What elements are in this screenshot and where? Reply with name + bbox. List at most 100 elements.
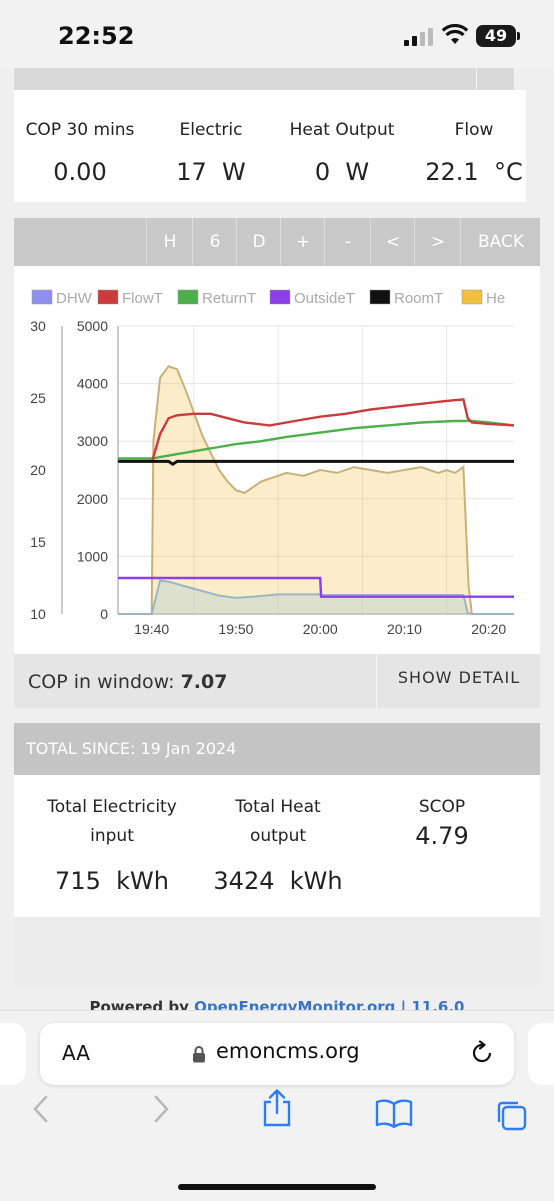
lock-icon <box>193 1046 205 1063</box>
series-line-dhw <box>118 579 514 615</box>
stat-flow: Flow 22.1 °C <box>414 90 534 186</box>
status-bar: 22:52 49 <box>0 0 554 68</box>
total-value: 715 kWh <box>55 867 169 895</box>
home-indicator <box>178 1184 376 1190</box>
left-axis-tick: 10 <box>30 606 46 622</box>
stat-value: 0 W <box>314 158 370 186</box>
pan-right-button[interactable]: > <box>414 218 461 266</box>
zoom-out-button[interactable]: - <box>324 218 371 266</box>
stat-label: Heat Output <box>289 120 395 140</box>
battery-icon: 49 <box>476 25 520 47</box>
legend-label: RoomT <box>394 290 443 307</box>
left-axis-tick: 30 <box>30 318 46 334</box>
stat-heat-output: Heat Output 0 W <box>272 90 412 186</box>
legend-swatch <box>461 289 483 305</box>
cop-window-value: 7.07 <box>180 671 228 693</box>
legend-swatch <box>369 289 391 305</box>
x-axis-tick: 20:20 <box>471 621 506 637</box>
total-label-line2: output <box>249 826 307 846</box>
show-detail-button[interactable]: SHOW DETAIL <box>376 654 541 708</box>
total-since-header: TOTAL SINCE: 19 Jan 2024 <box>14 723 540 775</box>
right-axis-tick: 1000 <box>77 548 108 564</box>
prev-tab-pill[interactable] <box>0 1023 26 1085</box>
total-label-line2: input <box>90 826 134 846</box>
reload-icon[interactable] <box>468 1039 496 1067</box>
right-axis-tick: 2000 <box>77 491 108 507</box>
left-axis-tick: 20 <box>30 462 46 478</box>
stat-value: 0.00 <box>53 158 107 186</box>
reader-aa-button[interactable]: AA <box>62 1041 90 1065</box>
footer-area <box>14 917 540 987</box>
right-axis-tick: 3000 <box>77 433 108 449</box>
legend-label: ReturnT <box>202 290 256 307</box>
total-since-label: TOTAL SINCE: 19 Jan 2024 <box>26 739 237 758</box>
total-value: 4.79 <box>415 822 469 850</box>
back-nav-icon[interactable] <box>30 1094 52 1124</box>
legend-label: DHW <box>56 290 93 307</box>
zoom-in-button[interactable]: + <box>280 218 325 266</box>
total-electricity: Total Electricity input 715 kWh <box>22 775 202 895</box>
series-line-outsidet <box>118 576 514 598</box>
series-area-he <box>118 366 514 614</box>
total-label: SCOP <box>418 797 466 817</box>
back-button[interactable]: BACK <box>460 218 541 266</box>
x-axis-tick: 19:50 <box>218 621 253 637</box>
x-axis-tick: 20:00 <box>303 621 338 637</box>
series-area-dhw <box>118 580 514 614</box>
series-line-roomt <box>118 459 514 467</box>
legend-label: He <box>486 290 505 307</box>
cop-window-bar: COP in window: 7.07 SHOW DETAIL <box>14 654 540 708</box>
stat-label: Flow <box>454 120 494 140</box>
total-label-line1: Total Electricity <box>47 797 177 817</box>
top-strip <box>14 68 514 91</box>
total-label: Total Electricity input <box>22 793 202 851</box>
series-line-he <box>118 365 514 615</box>
cop-window: COP in window: 7.07 <box>28 671 227 693</box>
next-tab-pill[interactable] <box>528 1023 554 1085</box>
stat-value: 22.1 °C <box>425 158 523 186</box>
x-axis-tick: 20:10 <box>387 621 422 637</box>
series-line-returnt <box>118 419 515 460</box>
six-hour-button[interactable]: 6 <box>192 218 237 266</box>
stats-panel: COP 30 mins 0.00 Electric 17 W Heat Outp… <box>14 90 526 202</box>
forward-nav-icon[interactable] <box>150 1094 172 1124</box>
cellular-signal-icon <box>404 28 433 46</box>
legend-swatch <box>269 289 291 305</box>
legend-label: OutsideT <box>294 290 355 307</box>
right-axis-tick: 5000 <box>77 318 108 334</box>
scop: SCOP 4.79 <box>366 775 518 850</box>
legend-label: FlowT <box>122 290 163 307</box>
total-label: Total Heat output <box>200 793 356 851</box>
stat-electric: Electric 17 W <box>152 90 270 186</box>
pan-left-button[interactable]: < <box>370 218 415 266</box>
legend-swatch <box>177 289 199 305</box>
stat-value: 17 W <box>176 158 246 186</box>
right-axis-tick: 4000 <box>77 376 108 392</box>
total-value: 3424 kWh <box>213 867 343 895</box>
stat-label: COP 30 mins <box>25 120 135 140</box>
x-axis-tick: 19:40 <box>134 621 169 637</box>
left-axis-tick: 25 <box>30 390 46 406</box>
legend-swatch <box>97 289 119 305</box>
series-line-flowt <box>150 398 515 464</box>
right-axis-tick: 0 <box>100 606 108 622</box>
url-domain[interactable]: emoncms.org <box>216 1039 360 1063</box>
left-axis-tick: 15 <box>30 534 46 550</box>
chart-controls: H 6 D + - < > BACK <box>14 218 540 266</box>
chart-svg[interactable]: DHW FlowT ReturnT OutsideT RoomT He 30 25 20 15 10… <box>14 266 540 654</box>
total-label-line1: Total Heat <box>235 797 321 817</box>
legend-swatch <box>31 289 53 305</box>
chart-panel: DHW FlowT ReturnT OutsideT RoomT He 30 25 20 15 10… <box>14 266 540 654</box>
stat-label: Electric <box>179 120 243 140</box>
wifi-icon <box>442 24 468 44</box>
bookmarks-icon[interactable] <box>375 1098 413 1128</box>
share-icon[interactable] <box>260 1088 294 1128</box>
tabs-icon[interactable] <box>494 1098 530 1134</box>
stat-cop: COP 30 mins 0.00 <box>14 90 146 186</box>
totals-panel: Total Electricity input 715 kWh Total Hea… <box>14 775 540 917</box>
day-button[interactable]: D <box>236 218 281 266</box>
cop-window-label: COP in window: <box>28 671 175 693</box>
clock: 22:52 <box>58 22 135 50</box>
address-bar[interactable]: AA emoncms.org <box>40 1023 514 1085</box>
hour-button[interactable]: H <box>146 218 193 266</box>
